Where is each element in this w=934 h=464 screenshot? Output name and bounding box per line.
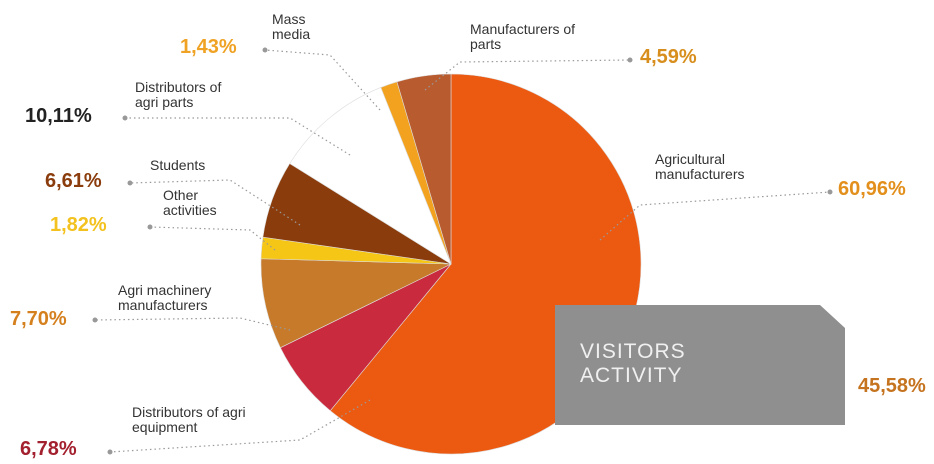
category-label: Distributors of agri equipment — [132, 404, 246, 435]
value-label: 10,11% — [25, 105, 92, 127]
value-label: 6,78% — [20, 438, 77, 460]
category-label: Manufacturers of parts — [470, 21, 576, 52]
pie-slice — [260, 258, 452, 349]
pie-slice — [396, 73, 452, 265]
leader-dot — [147, 224, 153, 230]
leader-line — [109, 399, 371, 453]
chart-title: VISITORS ACTIVITY — [580, 340, 686, 387]
title-box — [555, 305, 845, 425]
value-label: 60,96% — [838, 178, 906, 200]
leader-dot — [122, 115, 128, 121]
leader-dot — [92, 317, 98, 323]
leader-line — [149, 226, 276, 251]
leader-dot — [262, 47, 268, 53]
category-label: Distributors of agri parts — [135, 79, 222, 110]
value-label: 6,61% — [45, 170, 102, 192]
leader-dot — [107, 449, 113, 455]
leader-line — [599, 191, 831, 241]
category-label: Students — [150, 157, 206, 173]
leader-line — [264, 49, 381, 111]
category-label: Agri machinery manufacturers — [118, 282, 212, 313]
leader-line — [424, 59, 631, 91]
value-label: 7,70% — [10, 308, 67, 330]
category-label: Other activities — [163, 187, 217, 218]
leader-dot — [827, 189, 833, 195]
leader-dot — [127, 180, 133, 186]
leader-line — [125, 117, 351, 156]
value-label: 1,82% — [50, 214, 107, 236]
category-label: Mass media — [272, 11, 311, 42]
annotation: 45,58% — [858, 375, 926, 397]
value-label: 1,43% — [180, 36, 237, 58]
leader-dot — [627, 57, 633, 63]
leader-line — [94, 317, 291, 331]
category-label: Agricultural manufacturers — [655, 151, 745, 182]
leader-line — [129, 179, 301, 226]
value-label: 4,59% — [640, 46, 697, 68]
pie-slice — [289, 87, 452, 265]
